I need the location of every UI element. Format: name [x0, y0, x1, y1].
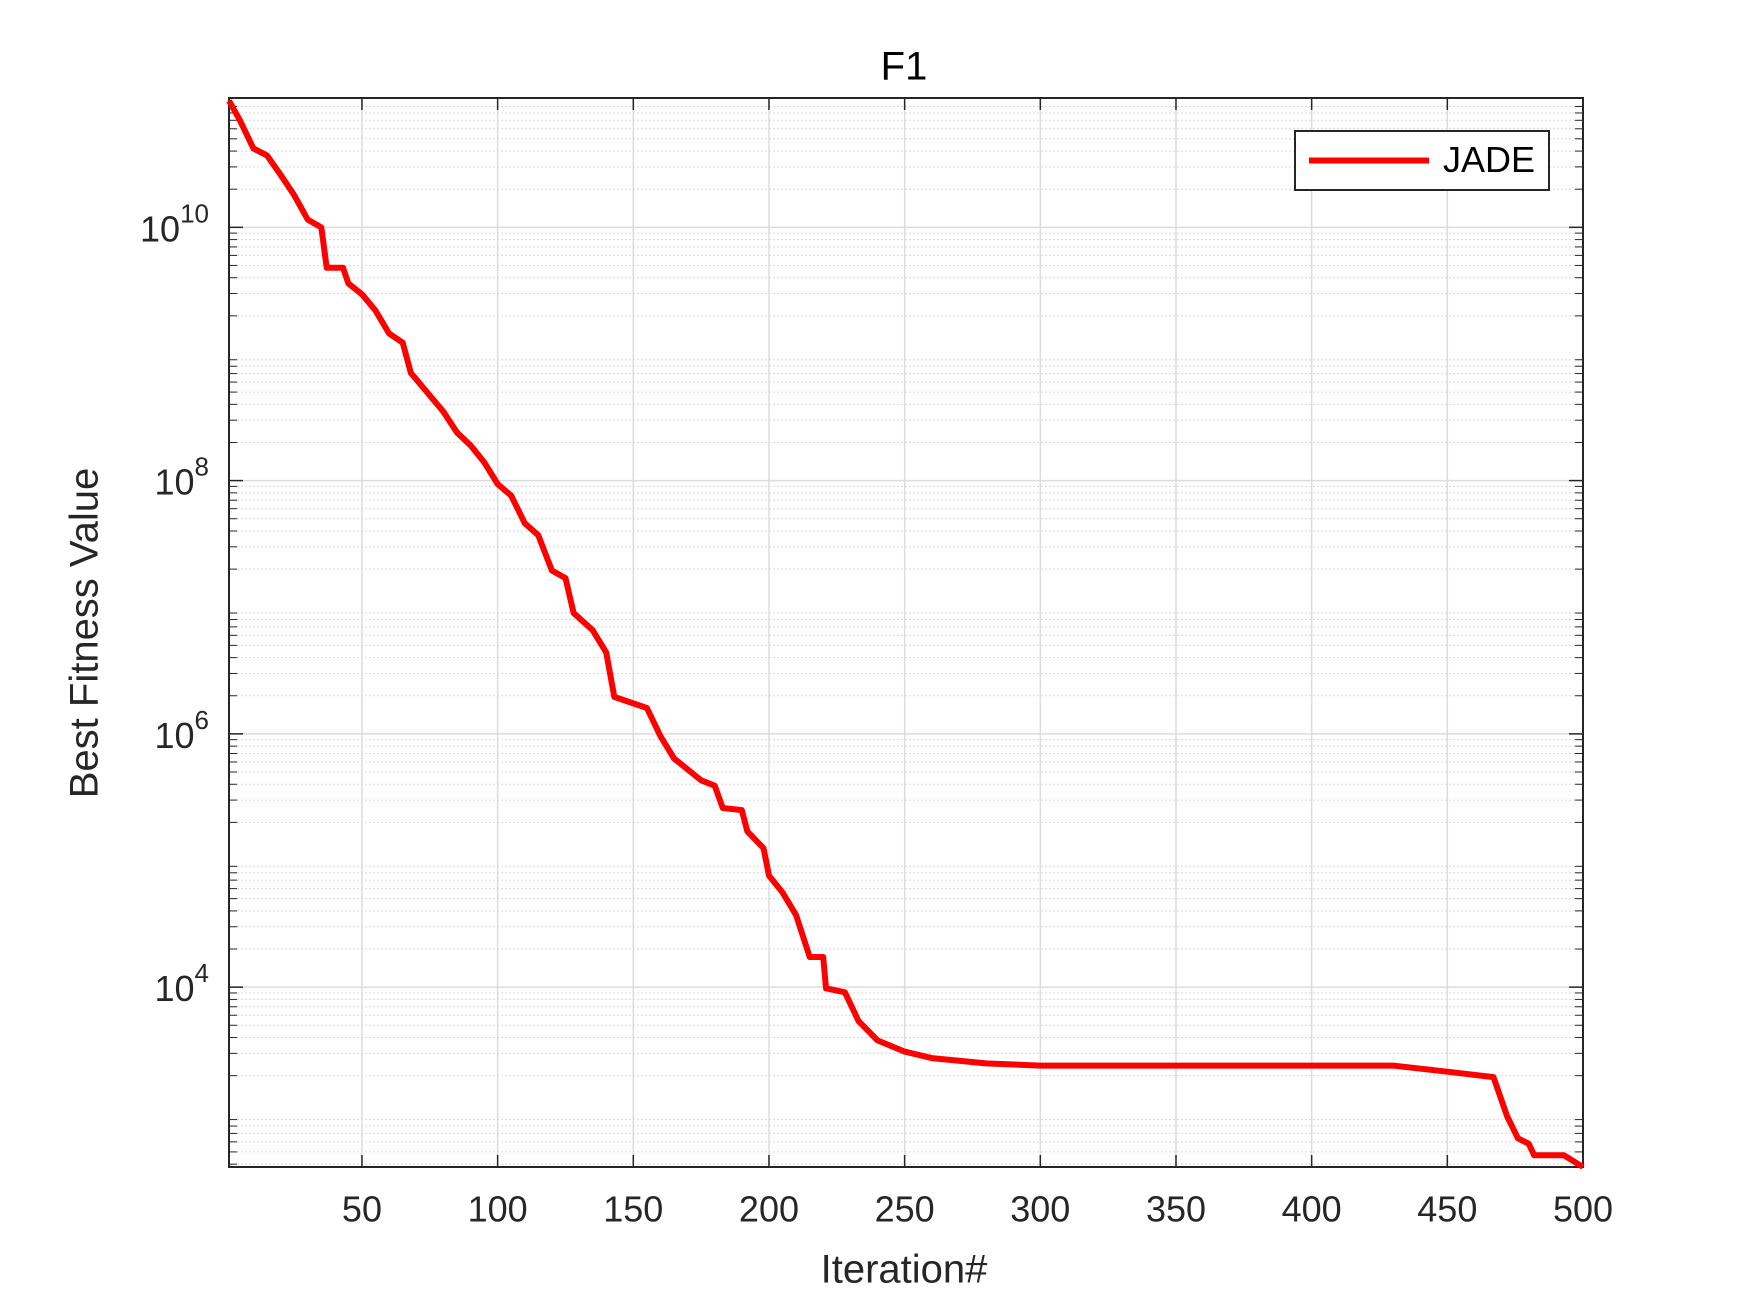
x-tick-label: 400	[1282, 1189, 1342, 1230]
y-tick-exponent: 6	[195, 705, 209, 735]
x-tick-label: 150	[603, 1189, 663, 1230]
plot-frame	[228, 97, 1584, 1168]
y-tick-exponent: 8	[195, 451, 209, 481]
x-axis-label: Iteration#	[821, 1248, 989, 1292]
x-tick-label: 350	[1146, 1189, 1206, 1230]
x-tick-label: 300	[1010, 1189, 1070, 1230]
y-tick-base: 10	[154, 461, 194, 502]
y-tick-label: 106	[154, 705, 209, 756]
x-tick-label: 500	[1553, 1189, 1613, 1230]
y-tick-exponent: 10	[180, 198, 209, 228]
y-tick-base: 10	[154, 968, 194, 1009]
x-tick-label: 50	[342, 1189, 382, 1230]
legend-label: JADE	[1443, 139, 1535, 180]
y-tick-base: 10	[154, 714, 194, 755]
y-tick-label: 1010	[140, 198, 209, 249]
y-tick-label: 104	[154, 958, 209, 1009]
x-tick-label: 200	[739, 1189, 799, 1230]
series-line	[226, 99, 1585, 1170]
x-tick-label: 100	[468, 1189, 528, 1230]
y-tick-exponent: 4	[195, 958, 209, 988]
y-axis-label: Best Fitness Value	[63, 468, 107, 799]
y-tick-base: 10	[140, 208, 180, 249]
x-tick-label: 250	[875, 1189, 935, 1230]
y-tick-label: 108	[154, 451, 209, 502]
x-tick-label: 450	[1417, 1189, 1477, 1230]
chart-title: F1	[881, 45, 928, 89]
